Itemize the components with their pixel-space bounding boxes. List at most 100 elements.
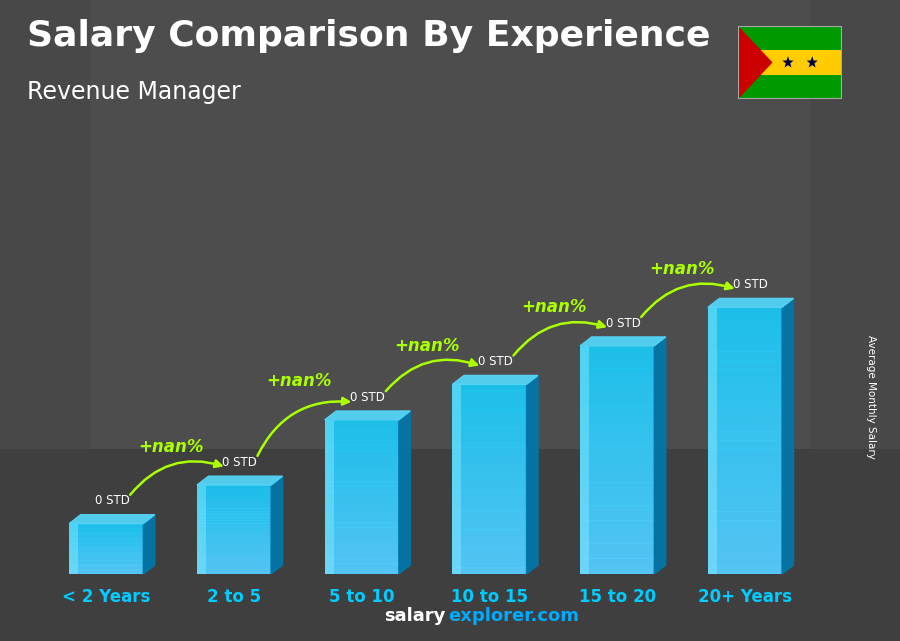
Bar	[453, 510, 526, 517]
Bar	[453, 536, 526, 542]
Bar	[580, 536, 654, 544]
Bar	[197, 541, 271, 544]
Bar	[197, 488, 271, 491]
Polygon shape	[69, 515, 155, 524]
Bar	[325, 451, 399, 456]
Bar	[580, 444, 654, 453]
Bar	[580, 391, 654, 399]
Bar	[708, 449, 782, 458]
Bar	[580, 414, 654, 422]
Bar	[453, 523, 526, 529]
Bar	[580, 551, 654, 559]
Bar	[325, 471, 399, 476]
Bar	[69, 553, 143, 556]
Bar	[453, 435, 526, 441]
Bar	[708, 503, 782, 512]
Bar	[453, 397, 526, 403]
Polygon shape	[143, 515, 155, 574]
Bar	[69, 560, 143, 562]
Bar	[325, 512, 399, 517]
Bar	[69, 552, 143, 554]
Bar	[197, 547, 271, 550]
Bar	[69, 544, 143, 545]
Bar	[708, 494, 782, 503]
Bar	[69, 563, 143, 565]
Bar	[69, 557, 143, 559]
Bar	[69, 569, 143, 570]
Bar	[580, 520, 654, 528]
Bar	[197, 506, 271, 509]
Polygon shape	[325, 411, 410, 420]
Bar	[708, 538, 782, 547]
Bar	[580, 475, 654, 483]
Bar	[453, 385, 462, 574]
Bar	[580, 566, 654, 574]
Bar	[453, 498, 526, 504]
Bar	[580, 505, 654, 513]
Polygon shape	[782, 56, 794, 67]
Bar	[197, 562, 271, 565]
Bar	[69, 531, 143, 534]
Bar	[580, 406, 654, 414]
Bar	[325, 456, 399, 461]
Bar	[69, 540, 143, 542]
Bar	[453, 485, 526, 492]
Bar	[580, 369, 654, 376]
Bar	[580, 467, 654, 475]
Polygon shape	[453, 376, 538, 385]
Text: 0 STD: 0 STD	[606, 317, 641, 329]
Bar	[738, 26, 842, 51]
Bar	[325, 522, 399, 528]
Bar	[453, 529, 526, 536]
Bar	[453, 441, 526, 447]
Bar	[69, 537, 143, 538]
Bar	[708, 413, 782, 423]
Text: Average Monthly Salary: Average Monthly Salary	[866, 335, 877, 460]
Bar	[69, 523, 143, 525]
Bar	[325, 487, 399, 492]
Bar	[453, 542, 526, 549]
Bar	[708, 342, 782, 352]
Bar	[197, 514, 271, 518]
Bar	[453, 384, 526, 390]
Bar	[580, 361, 654, 369]
Text: explorer.com: explorer.com	[448, 607, 580, 625]
Bar	[197, 550, 271, 553]
Bar	[197, 526, 271, 529]
Bar	[197, 565, 271, 568]
Bar	[197, 508, 271, 512]
Polygon shape	[580, 337, 666, 345]
Bar	[325, 445, 399, 451]
Bar	[325, 481, 399, 487]
Text: +nan%: +nan%	[522, 298, 587, 316]
Bar	[453, 492, 526, 498]
Bar	[708, 369, 782, 378]
Polygon shape	[806, 56, 818, 67]
Bar	[453, 410, 526, 416]
Bar	[197, 512, 271, 515]
Bar	[453, 504, 526, 511]
Bar	[325, 558, 399, 563]
Bar	[69, 538, 143, 540]
Bar	[90, 0, 810, 449]
Bar	[69, 542, 143, 544]
Bar	[325, 492, 399, 497]
Bar	[453, 428, 526, 435]
Bar	[197, 556, 271, 559]
Bar	[708, 458, 782, 467]
Bar	[197, 529, 271, 533]
Polygon shape	[738, 26, 772, 99]
Bar	[580, 460, 654, 467]
Bar	[325, 507, 399, 512]
Bar	[197, 497, 271, 500]
Text: +nan%: +nan%	[266, 372, 331, 390]
Bar	[453, 390, 526, 397]
Bar	[580, 483, 654, 490]
Bar	[69, 524, 78, 574]
Bar	[197, 544, 271, 547]
Bar	[453, 517, 526, 523]
Bar	[453, 454, 526, 460]
Bar	[453, 422, 526, 429]
Bar	[325, 420, 334, 574]
Bar	[69, 550, 143, 552]
